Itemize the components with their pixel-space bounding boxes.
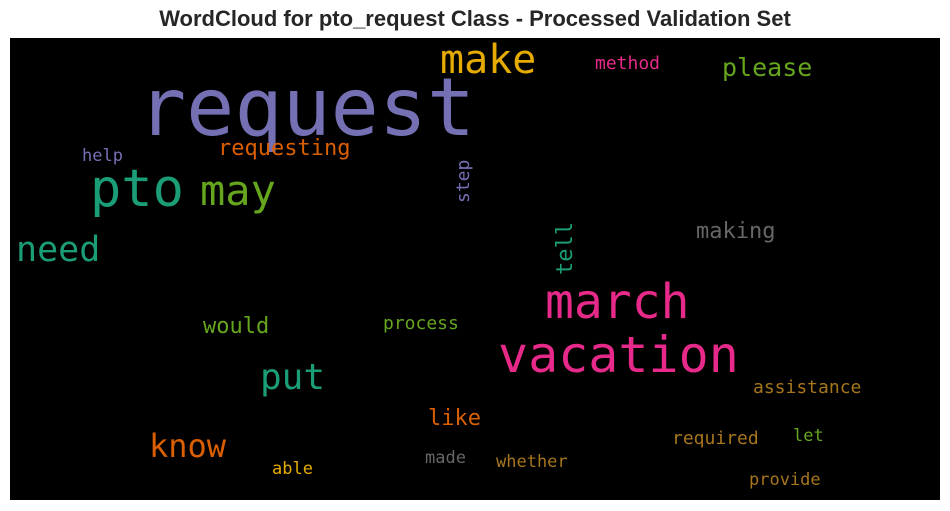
word-vacation: vacation <box>498 326 739 384</box>
word-required: required <box>672 428 759 449</box>
word-like: like <box>428 406 481 431</box>
word-process: process <box>383 313 459 334</box>
word-let: let <box>793 426 824 446</box>
word-whether: whether <box>496 452 568 472</box>
word-requesting: requesting <box>218 136 351 161</box>
word-tell: tell <box>553 222 578 275</box>
word-provide: provide <box>749 470 821 490</box>
word-able: able <box>272 459 313 479</box>
word-need: need <box>16 230 101 270</box>
word-method: method <box>595 53 661 74</box>
word-know: know <box>149 427 227 465</box>
word-cloud: request make method please help requesting pto… <box>10 38 940 500</box>
figure-title: WordCloud for pto_request Class - Proces… <box>159 6 791 31</box>
word-step: step <box>453 159 474 203</box>
word-make: make <box>440 38 537 83</box>
word-pto: pto <box>90 159 184 219</box>
word-please: please <box>722 53 813 82</box>
word-request: request <box>138 61 476 154</box>
word-making: making <box>696 219 776 244</box>
word-assistance: assistance <box>753 377 862 398</box>
word-may: may <box>200 166 276 215</box>
word-put: put <box>260 357 326 398</box>
word-would: would <box>203 314 270 339</box>
word-made: made <box>425 448 466 468</box>
word-help: help <box>82 146 123 166</box>
word-march: march <box>545 274 690 330</box>
